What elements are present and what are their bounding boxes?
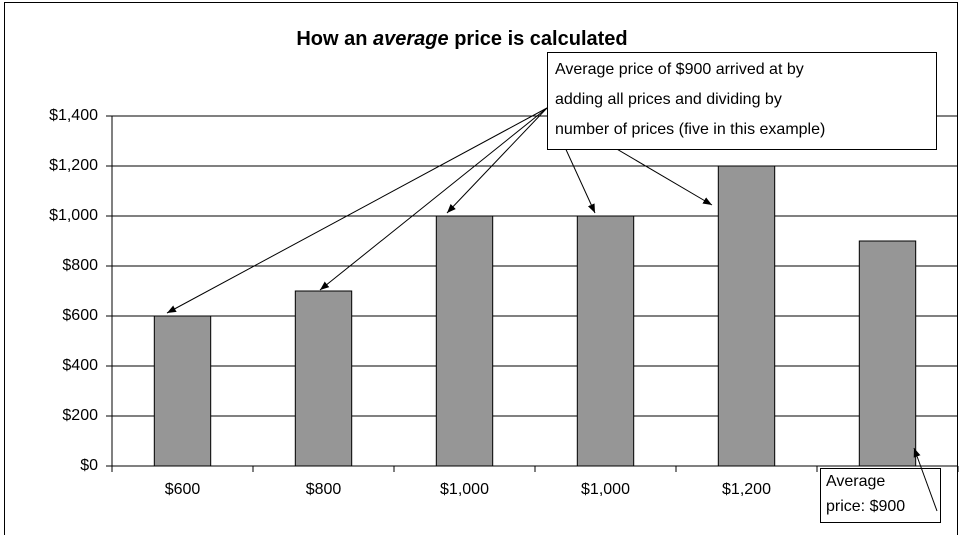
x-tick-label: $1,000	[581, 481, 630, 498]
y-tick-label: $1,200	[49, 157, 98, 174]
bar	[435, 215, 494, 467]
bar	[717, 165, 776, 467]
title-part: How an	[296, 28, 373, 50]
y-tick-label: $800	[62, 257, 98, 274]
bar	[858, 240, 917, 467]
bar	[294, 290, 353, 467]
bar	[153, 315, 212, 467]
title-part: average	[373, 28, 449, 50]
y-tick-label: $200	[62, 407, 98, 424]
y-tick-label: $0	[80, 457, 98, 474]
x-tick-label: $800	[306, 481, 342, 498]
annotation-box	[820, 468, 941, 523]
y-tick-label: $600	[62, 307, 98, 324]
annotation-box	[547, 52, 937, 150]
x-tick-label: $1,200	[722, 481, 771, 498]
arrow	[913, 447, 938, 512]
annotation-text: price: $900	[826, 498, 905, 515]
bar	[576, 215, 635, 467]
chart-title: How an average price is calculated	[296, 28, 627, 50]
y-tick-label: $1,000	[49, 207, 98, 224]
x-tick-label: $1,000	[440, 481, 489, 498]
y-tick-label: $1,400	[49, 107, 98, 124]
annotation-text: Average price of $900 arrived at by	[555, 61, 804, 78]
arrow	[166, 107, 548, 314]
y-tick-label: $400	[62, 357, 98, 374]
title-part: price is calculated	[449, 28, 628, 50]
annotation-text: adding all prices and dividing by	[555, 91, 782, 108]
arrow	[446, 107, 548, 214]
x-tick-label: $600	[165, 481, 201, 498]
arrow	[319, 107, 548, 291]
annotation-text: number of prices (five in this example)	[555, 121, 825, 138]
annotation-text: Average	[826, 473, 885, 490]
